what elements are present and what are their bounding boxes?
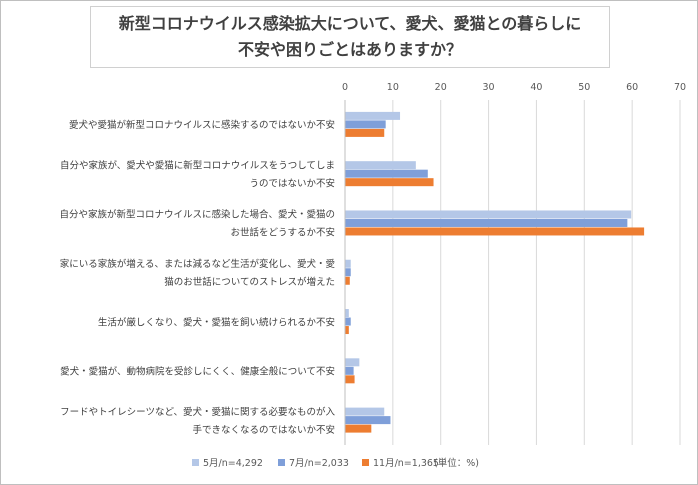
x-tick-label: 20 bbox=[435, 82, 447, 93]
bar bbox=[345, 120, 386, 129]
bar bbox=[345, 210, 632, 219]
chart-title-box: 新型コロナウイルス感染拡大について、愛犬、愛猫との暮らしに 不安や困りごとはあり… bbox=[90, 6, 610, 68]
bar bbox=[345, 375, 355, 384]
category-label: 自分や家族が新型コロナウイルスに感染した場合、愛犬・愛猫の bbox=[59, 209, 335, 221]
unit-note: (単位：%) bbox=[434, 457, 479, 469]
bar bbox=[345, 309, 349, 318]
bar bbox=[345, 218, 628, 227]
legend-swatch bbox=[192, 459, 199, 466]
chart-title-line-2: 不安や困りごとはありますか？ bbox=[237, 40, 462, 59]
x-tick-label: 10 bbox=[387, 82, 399, 93]
x-tick-label: 30 bbox=[483, 82, 495, 93]
x-tick-label: 0 bbox=[342, 82, 348, 93]
bar bbox=[345, 268, 351, 277]
category-label: 愛犬や愛猫が新型コロナウイルスに感染するのではないか不安 bbox=[69, 119, 335, 131]
category-label: フードやトイレシーツなど、愛犬・愛猫に関する必要なものが入 bbox=[60, 406, 335, 418]
bar bbox=[345, 424, 372, 433]
x-tick-label: 60 bbox=[626, 82, 638, 93]
bar bbox=[345, 276, 350, 285]
x-tick-label: 40 bbox=[530, 82, 542, 93]
category-label: お世話をどうするか不安 bbox=[230, 227, 335, 239]
chart-title-line-1: 新型コロナウイルス感染拡大について、愛犬、愛猫との暮らしに bbox=[118, 14, 582, 33]
legend-label: 11月/n=1,365 bbox=[373, 458, 439, 469]
x-tick-label: 50 bbox=[578, 82, 590, 93]
category-label: 自分や家族が、愛犬や愛猫に新型コロナウイルスをうつしてしま bbox=[60, 159, 335, 171]
bar bbox=[345, 178, 434, 187]
bar bbox=[345, 366, 354, 375]
legend-swatch bbox=[362, 459, 369, 466]
bar bbox=[345, 317, 351, 326]
bar bbox=[345, 128, 385, 137]
bar bbox=[345, 227, 645, 236]
bar bbox=[345, 358, 360, 367]
legend-label: 7月/n=2,033 bbox=[289, 458, 349, 469]
legend-swatch bbox=[278, 459, 285, 466]
category-label: 家にいる家族が増える、または減るなど生活が変化し、愛犬・愛 bbox=[60, 258, 336, 270]
bar bbox=[345, 416, 391, 425]
bar bbox=[345, 326, 349, 335]
legend-label: 5月/n=4,292 bbox=[203, 458, 263, 469]
category-label: 猫のお世話についてのストレスが増えた bbox=[164, 276, 335, 288]
category-label: 愛犬・愛猫が、動物病院を受診しにくく、健康全般について不安 bbox=[60, 366, 335, 378]
category-label: 手できなくなるのではないか不安 bbox=[192, 424, 335, 436]
bar bbox=[345, 161, 416, 170]
bar bbox=[345, 259, 351, 268]
category-label: 生活が厳しくなり、愛犬・愛猫を飼い続けられるか不安 bbox=[98, 316, 335, 328]
category-label: うのではないか不安 bbox=[249, 177, 335, 189]
bar bbox=[345, 407, 385, 416]
x-tick-label: 70 bbox=[674, 82, 686, 93]
bar bbox=[345, 111, 401, 120]
bar bbox=[345, 169, 428, 178]
